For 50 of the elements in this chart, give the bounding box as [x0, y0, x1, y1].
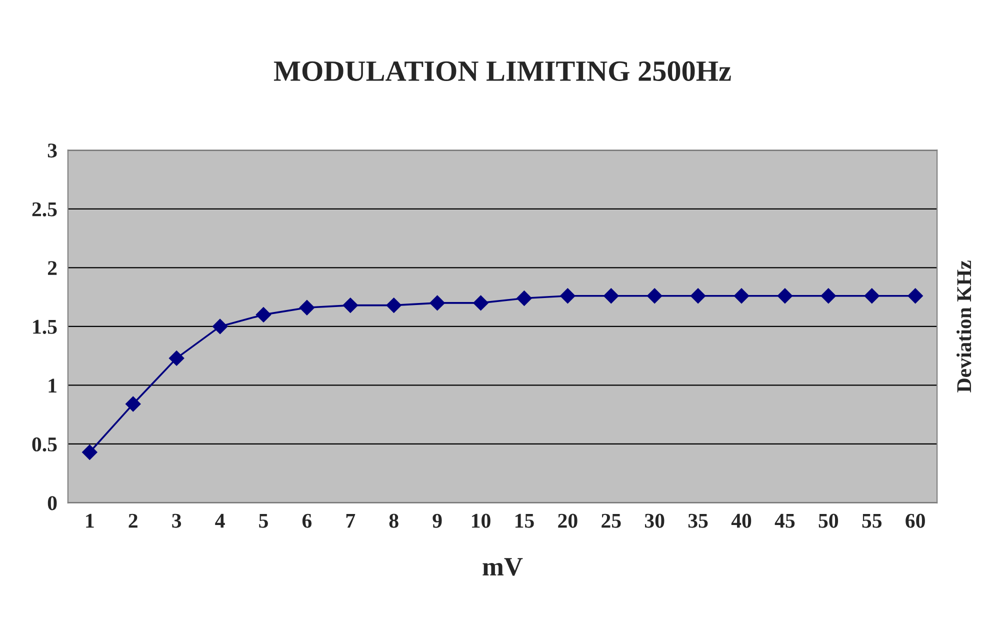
point: [386, 298, 402, 313]
x-tick-label: 60: [906, 514, 925, 528]
y-tick-label: 2.5: [32, 202, 57, 216]
point: [908, 288, 923, 304]
chart-title: MODULATION LIMITING 2500Hz: [274, 61, 731, 81]
point: [430, 295, 445, 311]
x-tick-label: 55: [862, 514, 882, 528]
point: [212, 318, 228, 334]
x-tick-label: 1: [86, 514, 94, 528]
x-tick-label: 3: [172, 514, 182, 528]
x-tick-label: 25: [602, 514, 621, 528]
x-tick-label: 30: [644, 514, 664, 528]
point: [82, 444, 98, 460]
x-tick-label: 8: [389, 514, 398, 528]
point: [256, 307, 272, 322]
x-tick-label: 5: [259, 514, 268, 528]
point: [473, 295, 488, 311]
x-axis-title: mV: [482, 558, 523, 576]
x-tick-label: 9: [432, 514, 442, 528]
point: [777, 288, 793, 304]
x-tick-label: 45: [774, 514, 795, 528]
point: [604, 288, 619, 304]
point: [734, 288, 750, 304]
x-tick-label: 15: [515, 514, 534, 528]
point: [647, 288, 662, 304]
y-tick-label: 1.5: [33, 320, 57, 334]
x-tick-label: 20: [558, 514, 578, 528]
y-tick-label: 0.5: [32, 437, 57, 452]
point: [560, 288, 576, 304]
x-tick-label: 40: [731, 514, 752, 528]
point: [126, 396, 141, 412]
point: [516, 290, 532, 306]
x-tick-label: 2: [128, 514, 138, 528]
y-tick-label: 0: [48, 496, 57, 510]
y-tick-label: 2: [48, 261, 57, 275]
x-tick-label: 4: [215, 514, 225, 528]
x-tick-label: 35: [688, 514, 708, 528]
y-tick-label: 1: [48, 378, 56, 392]
y-tick-label: 3: [48, 144, 57, 158]
point: [864, 288, 880, 304]
point: [299, 300, 315, 316]
y-axis-title: Deviation KHz: [956, 260, 972, 392]
point: [690, 288, 706, 304]
x-tick-label: 50: [818, 514, 838, 528]
point: [169, 350, 184, 366]
point: [342, 298, 358, 313]
point: [820, 288, 836, 304]
x-tick-label: 10: [472, 514, 490, 528]
x-tick-label: 7: [346, 514, 356, 528]
x-tick-label: 6: [302, 514, 312, 528]
